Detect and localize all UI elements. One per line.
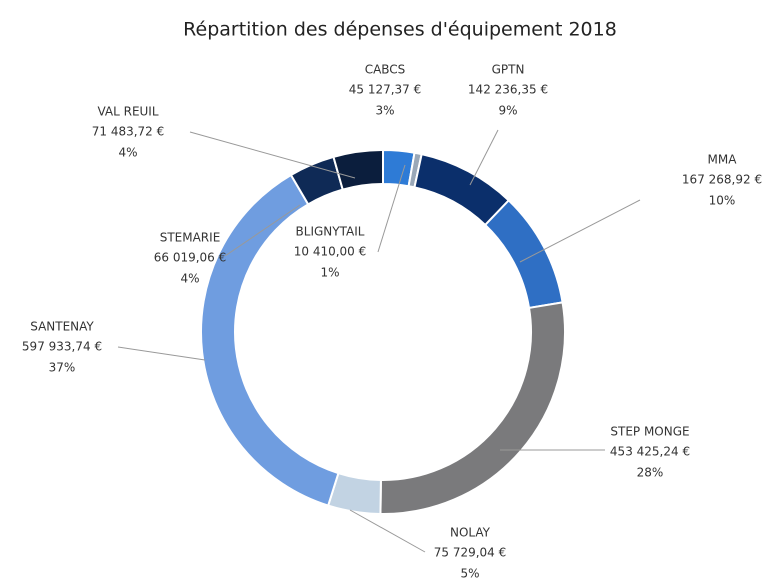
percent-label: 5% — [460, 567, 479, 581]
leader-line — [189, 131, 356, 179]
leader-line — [519, 199, 641, 263]
donut-segment — [483, 198, 564, 310]
percent-label: 1% — [320, 266, 339, 280]
category-label: BLIGNYTAIL — [296, 225, 365, 239]
percent-label: 28% — [637, 466, 664, 480]
donut-segment — [379, 301, 566, 515]
value-label: 71 483,72 € — [92, 125, 165, 139]
value-label: 45 127,37 € — [349, 83, 422, 97]
category-label: MMA — [708, 153, 738, 167]
category-label: CABCS — [365, 63, 406, 77]
chart-title: Répartition des dépenses d'équipement 20… — [183, 19, 617, 41]
percent-label: 10% — [709, 194, 736, 208]
value-label: 597 933,74 € — [22, 340, 102, 354]
value-label: 10 410,00 € — [294, 245, 367, 259]
value-label: 167 268,92 € — [682, 173, 762, 187]
category-label: GPTN — [492, 63, 525, 77]
value-label: 142 236,35 € — [468, 83, 548, 97]
percent-label: 3% — [375, 104, 394, 118]
leader-line — [469, 129, 499, 186]
value-label: 75 729,04 € — [434, 546, 507, 560]
leader-line — [224, 204, 301, 257]
percent-label: 37% — [49, 361, 76, 375]
percent-label: 4% — [118, 146, 137, 160]
category-label: VAL REUIL — [97, 105, 158, 119]
donut-segment — [332, 148, 384, 191]
value-label: 453 425,24 € — [610, 445, 690, 459]
category-label: NOLAY — [450, 526, 491, 540]
category-label: SANTENAY — [30, 320, 94, 334]
leader-line — [117, 346, 206, 361]
value-label: 66 019,06 € — [154, 251, 227, 265]
category-label: STEMARIE — [160, 231, 221, 245]
leader-line — [377, 164, 406, 253]
percent-label: 9% — [498, 104, 517, 118]
leader-line — [349, 509, 426, 553]
percent-label: 4% — [180, 272, 199, 286]
category-label: STEP MONGE — [610, 425, 689, 439]
